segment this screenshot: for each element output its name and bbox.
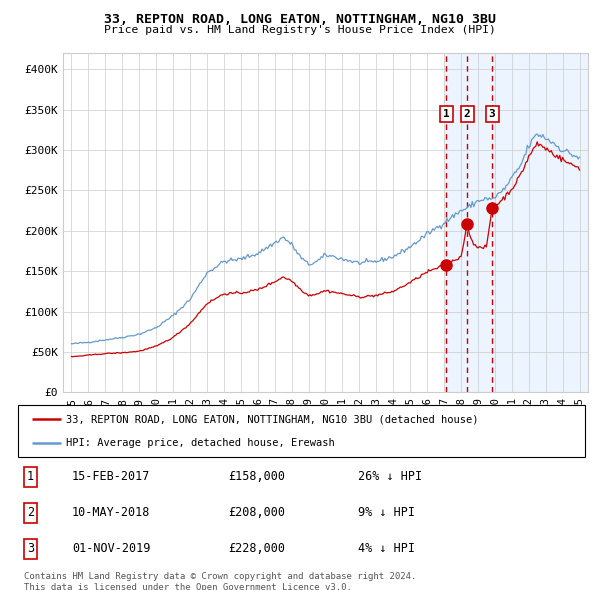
Text: Price paid vs. HM Land Registry's House Price Index (HPI): Price paid vs. HM Land Registry's House … <box>104 25 496 35</box>
Text: 1: 1 <box>27 470 34 483</box>
Text: £208,000: £208,000 <box>228 506 285 519</box>
Text: 33, REPTON ROAD, LONG EATON, NOTTINGHAM, NG10 3BU: 33, REPTON ROAD, LONG EATON, NOTTINGHAM,… <box>104 13 496 26</box>
Text: This data is licensed under the Open Government Licence v3.0.: This data is licensed under the Open Gov… <box>24 583 352 590</box>
Text: 4% ↓ HPI: 4% ↓ HPI <box>358 542 415 555</box>
Text: 33, REPTON ROAD, LONG EATON, NOTTINGHAM, NG10 3BU (detached house): 33, REPTON ROAD, LONG EATON, NOTTINGHAM,… <box>66 414 479 424</box>
Text: 26% ↓ HPI: 26% ↓ HPI <box>358 470 422 483</box>
Text: £158,000: £158,000 <box>228 470 285 483</box>
Text: 01-NOV-2019: 01-NOV-2019 <box>72 542 150 555</box>
Text: 3: 3 <box>489 109 496 119</box>
Text: 3: 3 <box>27 542 34 555</box>
Text: £228,000: £228,000 <box>228 542 285 555</box>
FancyBboxPatch shape <box>18 405 585 457</box>
Text: 2: 2 <box>464 109 470 119</box>
Text: 9% ↓ HPI: 9% ↓ HPI <box>358 506 415 519</box>
Bar <box>444 53 600 392</box>
Text: HPI: Average price, detached house, Erewash: HPI: Average price, detached house, Erew… <box>66 438 335 448</box>
Text: 15-FEB-2017: 15-FEB-2017 <box>72 470 150 483</box>
Text: Contains HM Land Registry data © Crown copyright and database right 2024.: Contains HM Land Registry data © Crown c… <box>24 572 416 581</box>
Text: 2: 2 <box>27 506 34 519</box>
Text: 1: 1 <box>443 109 449 119</box>
Text: 10-MAY-2018: 10-MAY-2018 <box>72 506 150 519</box>
